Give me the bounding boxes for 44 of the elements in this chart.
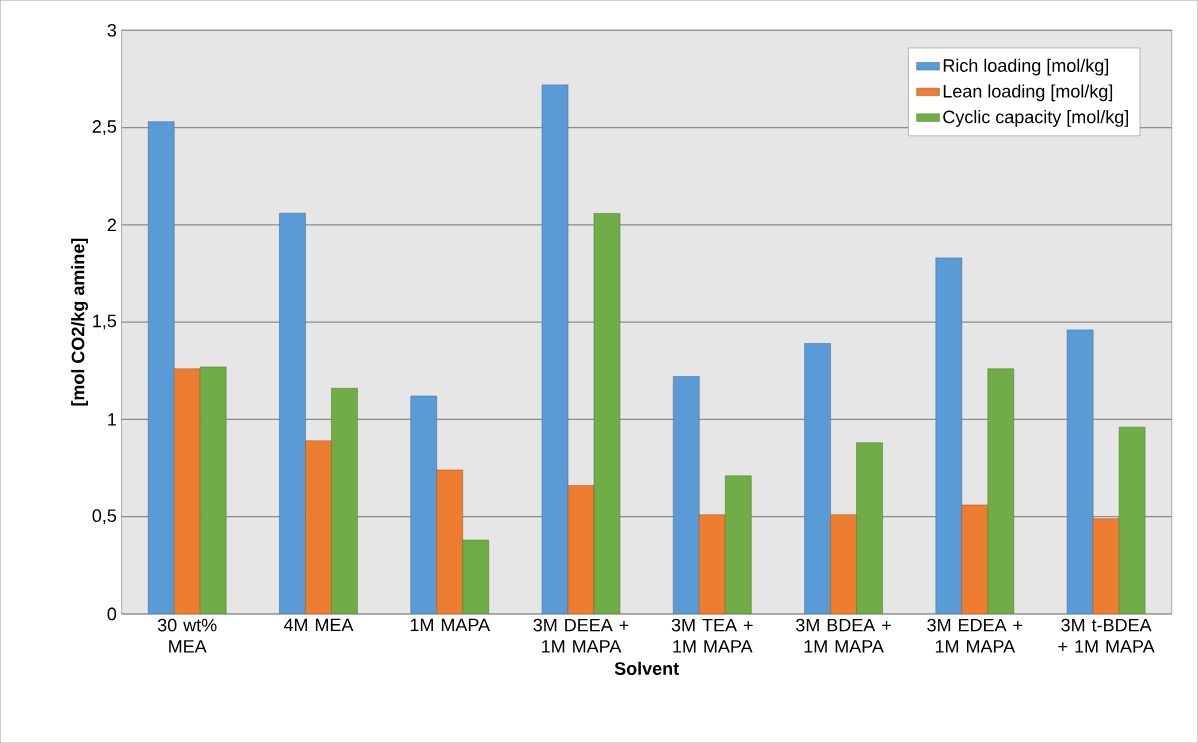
bar xyxy=(593,212,621,614)
x-tick-label: 30 wt% MEA xyxy=(157,618,217,653)
bar xyxy=(935,257,963,614)
bar xyxy=(541,84,569,614)
legend-label: Lean loading [mol/kg] xyxy=(943,84,1113,102)
x-tick-label: 3M t-BDEA + 1M MAPA xyxy=(1058,618,1155,653)
bar xyxy=(147,121,175,614)
y-tick-label: 1,5 xyxy=(93,314,117,330)
y-tick-label: 1 xyxy=(108,413,116,426)
x-axis-title: Solvent xyxy=(614,661,679,675)
x-tick-label: 3M TEA + 1M MAPA xyxy=(671,618,753,653)
bar xyxy=(462,539,489,614)
bar xyxy=(961,504,989,614)
y-tick-label: 0,5 xyxy=(92,509,117,525)
bar xyxy=(856,442,883,614)
bar xyxy=(830,514,857,614)
bar xyxy=(436,469,463,614)
y-tick-label: 3 xyxy=(107,23,117,37)
bar xyxy=(410,395,438,614)
bar xyxy=(567,485,595,614)
bar xyxy=(699,514,726,614)
bar xyxy=(804,343,831,614)
y-axis-title: [mol CO2/kg amine] xyxy=(71,238,88,406)
legend-label: Cyclic capacity [mol/kg] xyxy=(943,109,1128,127)
bar xyxy=(673,376,700,614)
bar xyxy=(987,368,1015,614)
bar xyxy=(173,368,201,614)
y-tick-label: 2,5 xyxy=(92,120,117,135)
x-tick-label: 3M DEEA + 1M MAPA xyxy=(533,618,629,653)
x-tick-label: 3M EDEA + 1M MAPA xyxy=(927,618,1023,653)
bar xyxy=(199,366,227,614)
x-tick-label: 3M BDEA + 1M MAPA xyxy=(796,618,891,653)
y-tick-label: 0 xyxy=(107,607,117,621)
bar xyxy=(305,440,332,614)
x-tick-label: 4M MEA xyxy=(283,618,354,631)
legend-label: Rich loading [mol/kg] xyxy=(943,58,1109,76)
y-tick-label: 2 xyxy=(107,218,116,232)
x-tick-label: 1M MAPA xyxy=(410,618,491,631)
bar xyxy=(1092,518,1120,614)
bar xyxy=(279,212,306,614)
bar xyxy=(725,475,752,614)
bar xyxy=(1066,329,1094,614)
bar xyxy=(331,387,358,614)
bar xyxy=(1118,426,1146,614)
